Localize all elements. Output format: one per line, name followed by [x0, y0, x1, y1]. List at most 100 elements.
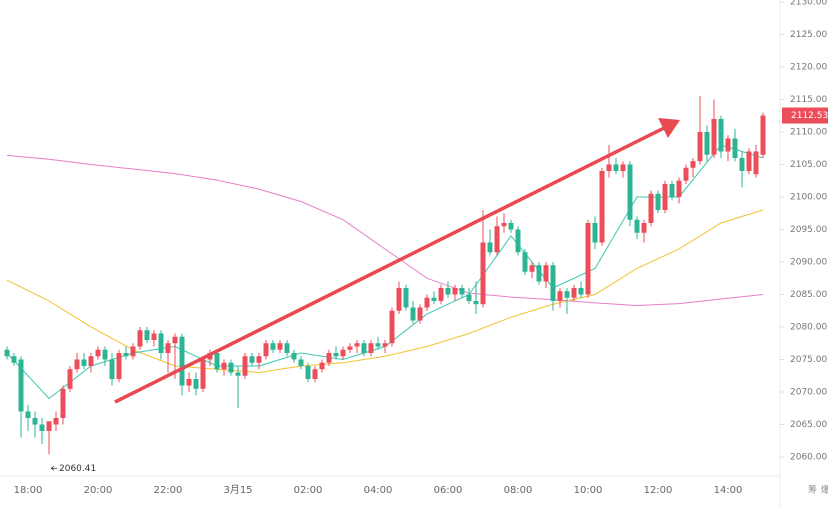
candle-body	[81, 359, 87, 366]
candle-body	[718, 118, 724, 152]
candle-body	[382, 343, 388, 347]
candle-body	[655, 193, 661, 210]
candle-body	[592, 222, 598, 243]
candle-body	[704, 131, 710, 155]
candle-body	[11, 356, 17, 363]
candle-body	[424, 297, 430, 308]
candle-body	[221, 362, 227, 370]
candle-body	[109, 359, 115, 379]
trend-arrow	[114, 118, 680, 404]
candle-body	[32, 417, 38, 425]
candle-body	[690, 161, 696, 168]
candle-body	[172, 336, 178, 344]
candle-body	[480, 242, 486, 305]
candle-body	[130, 346, 136, 357]
candle-body	[564, 291, 570, 298]
candle-body	[53, 417, 59, 425]
candle-body	[256, 356, 262, 363]
candle-body	[508, 222, 514, 230]
y-tick-label: 2065.00	[790, 420, 827, 430]
candle-body	[648, 193, 654, 223]
candle-body	[25, 411, 31, 418]
x-tick-label: 22:00	[154, 485, 183, 496]
y-tick-label: 2115.00	[790, 95, 827, 105]
x-tick-label: 10:00	[574, 485, 603, 496]
x-tick-label: 02:00	[294, 485, 323, 496]
candle-body	[627, 164, 633, 220]
candle-body	[585, 222, 591, 295]
candle-body	[165, 343, 171, 353]
candle-body	[102, 349, 108, 360]
low-marker-label: 2060.41	[59, 464, 96, 474]
candle-body	[312, 369, 318, 379]
candle-body	[228, 362, 234, 373]
candle-body	[550, 265, 556, 301]
candle-body	[193, 378, 199, 389]
candle-body	[676, 180, 682, 197]
candle-body	[340, 349, 346, 357]
candle-body	[417, 307, 423, 321]
candle-body	[347, 346, 353, 350]
candle-body	[291, 352, 297, 360]
candle-body	[613, 164, 619, 171]
candle-body	[375, 343, 381, 347]
candle-body	[487, 242, 493, 253]
candle-body	[669, 183, 675, 197]
low-marker-arrow	[50, 466, 57, 471]
candle-body	[284, 343, 290, 353]
x-tick-label: 14:00	[714, 485, 743, 496]
candle-body	[214, 352, 220, 370]
candle-body	[39, 424, 45, 431]
candle-body	[319, 362, 325, 370]
candle-body	[354, 343, 360, 347]
candle-body	[739, 157, 745, 171]
last-price-label: 2112.53	[791, 111, 828, 121]
candle-body	[249, 356, 255, 363]
y-tick-label: 2105.00	[790, 160, 827, 170]
candle-body	[452, 287, 458, 295]
candle-body	[732, 138, 738, 158]
candle-body	[263, 343, 269, 357]
toolbar-button[interactable]: 筹	[808, 484, 817, 496]
candle-body	[529, 265, 535, 272]
candle-body	[606, 164, 612, 171]
candle-body	[179, 336, 185, 386]
candle-body	[662, 183, 668, 210]
candle-body	[466, 294, 472, 301]
candle-body	[543, 265, 549, 282]
x-tick-label: 04:00	[364, 485, 393, 496]
toolbar-button[interactable]: 爆	[821, 484, 828, 496]
candle-body	[746, 151, 752, 171]
candle-body	[235, 372, 241, 376]
candle-body	[459, 287, 465, 295]
candle-body	[67, 369, 73, 389]
candle-body	[620, 164, 626, 171]
candle-body	[578, 287, 584, 295]
y-tick-label: 2085.00	[790, 290, 827, 300]
candle-body	[333, 352, 339, 357]
x-tick-label: 12:00	[644, 485, 673, 496]
candle-body	[200, 359, 206, 389]
candle-body	[634, 219, 640, 233]
candle-body	[326, 352, 332, 363]
candle-body	[473, 300, 479, 305]
candle-body	[571, 287, 577, 298]
candle-body	[501, 222, 507, 227]
y-tick-label: 2060.00	[790, 452, 827, 462]
candle-body	[515, 229, 521, 253]
candle-body	[711, 118, 717, 155]
candle-body	[18, 359, 24, 412]
candle-body	[151, 333, 157, 340]
candle-body	[305, 365, 311, 379]
y-tick-label: 2095.00	[790, 225, 827, 235]
candle-body	[144, 330, 150, 340]
candle-body	[403, 287, 409, 308]
y-tick-label: 2130.00	[790, 0, 827, 7]
candle-body	[445, 287, 451, 295]
x-tick-label: 3月15	[223, 484, 252, 496]
candle-body	[60, 388, 66, 418]
y-tick-label: 2110.00	[790, 127, 827, 137]
candle-body	[725, 138, 731, 152]
candle-body	[4, 349, 10, 357]
